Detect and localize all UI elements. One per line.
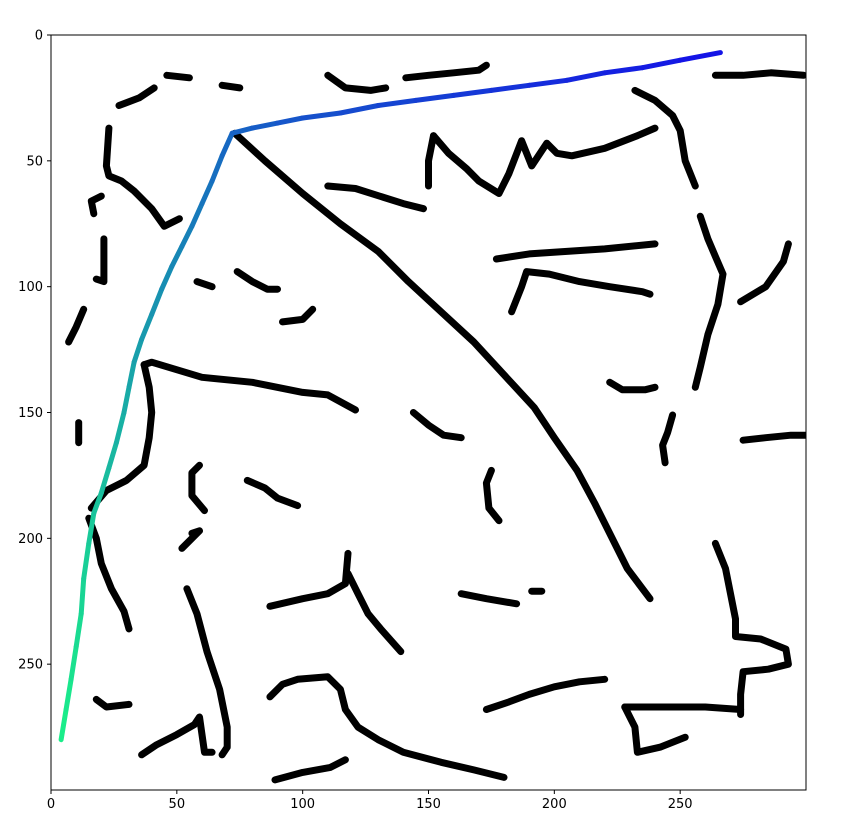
ink-stroke <box>324 182 427 213</box>
path-segment <box>564 70 608 83</box>
path-segment <box>159 264 175 292</box>
path-segment <box>639 57 683 71</box>
y-tick-label: 150 <box>18 406 43 421</box>
ink-stroke <box>621 703 689 756</box>
path-segment <box>149 286 165 317</box>
ink-stroke <box>659 411 677 467</box>
path-segment <box>199 178 215 207</box>
ink-stroke <box>87 361 156 512</box>
ink-stroke <box>183 585 231 759</box>
ink-stroke <box>739 431 806 444</box>
ink-stroke <box>85 514 133 633</box>
ink-stroke <box>621 703 745 713</box>
path-segment <box>91 490 104 516</box>
ink-stroke <box>65 305 88 346</box>
x-tick-label: 250 <box>668 797 693 812</box>
ink-stroke <box>233 268 281 293</box>
path-segment <box>169 243 185 269</box>
path-segment <box>139 311 155 342</box>
path-segment <box>219 130 235 159</box>
ink-stroke <box>92 695 133 711</box>
path-segment <box>337 103 381 116</box>
path-segment <box>126 359 137 390</box>
ink-strokes <box>65 61 806 784</box>
path-segment <box>131 337 145 365</box>
ink-stroke <box>188 461 208 515</box>
path-segment <box>677 50 723 63</box>
path-segment <box>81 540 92 582</box>
ink-stroke <box>737 240 792 306</box>
ink-stroke <box>324 71 390 94</box>
ink-stroke <box>138 713 216 759</box>
path-segment <box>488 82 532 93</box>
ink-stroke <box>178 527 203 552</box>
ink-stroke <box>508 268 654 316</box>
ink-stroke <box>140 358 359 414</box>
ink-stroke <box>711 69 806 79</box>
ink-stroke <box>271 756 349 784</box>
path-segment <box>300 110 343 121</box>
ink-stroke <box>430 124 659 197</box>
path-segment <box>86 510 97 546</box>
x-tick-label: 150 <box>416 797 441 812</box>
ink-stroke <box>266 673 508 781</box>
ink-stroke <box>231 129 654 603</box>
ink-stroke <box>92 235 108 286</box>
ink-stroke <box>457 590 521 608</box>
ink-stroke <box>409 409 465 442</box>
path-segment <box>106 440 119 471</box>
path-segment <box>58 707 69 743</box>
ink-stroke <box>218 81 244 92</box>
path-segment <box>375 97 419 108</box>
x-axis-ticks: 0 50 100 150 200 250 <box>47 790 693 812</box>
x-tick-label: 200 <box>542 797 567 812</box>
ink-stroke <box>691 212 727 391</box>
ink-stroke <box>425 132 437 190</box>
ink-stroke <box>402 61 490 82</box>
ink-stroke <box>102 124 183 230</box>
path-segment <box>526 77 570 88</box>
y-tick-label: 100 <box>18 280 43 295</box>
path-trajectory <box>58 50 723 743</box>
path-segment <box>413 92 457 103</box>
y-axis-ticks: 0 50 100 150 200 250 <box>18 29 51 673</box>
ink-stroke <box>482 675 609 713</box>
ink-stroke <box>606 378 659 394</box>
path-segment <box>249 120 280 131</box>
path-segment <box>275 115 306 126</box>
ink-stroke <box>193 278 216 291</box>
path-segment <box>98 465 112 496</box>
ink-stroke <box>482 466 503 525</box>
ink-stroke <box>492 240 659 263</box>
path-segment <box>73 611 84 650</box>
ink-stroke <box>115 84 158 109</box>
ink-stroke <box>711 539 792 718</box>
y-tick-label: 50 <box>26 154 43 169</box>
path-segment <box>451 87 494 98</box>
path-segment <box>602 65 645 76</box>
x-tick-label: 100 <box>290 797 315 812</box>
x-tick-label: 0 <box>47 797 55 812</box>
x-tick-label: 50 <box>169 797 186 812</box>
ink-stroke <box>279 305 317 326</box>
path-segment <box>63 676 74 712</box>
path-segment <box>113 410 127 446</box>
ink-stroke <box>87 192 105 218</box>
path-segment <box>229 125 255 136</box>
path-segment <box>189 201 205 229</box>
y-tick-label: 200 <box>18 532 43 547</box>
ink-stroke <box>631 86 699 190</box>
ink-stroke <box>243 476 302 510</box>
path-segment <box>179 223 195 249</box>
ink-stroke <box>344 570 405 656</box>
path-segment <box>121 384 132 415</box>
y-tick-label: 0 <box>35 29 43 44</box>
path-segment <box>209 153 225 184</box>
ink-stroke <box>163 71 193 82</box>
y-tick-label: 250 <box>18 658 43 673</box>
path-segment <box>78 576 87 617</box>
path-segment <box>68 644 79 682</box>
